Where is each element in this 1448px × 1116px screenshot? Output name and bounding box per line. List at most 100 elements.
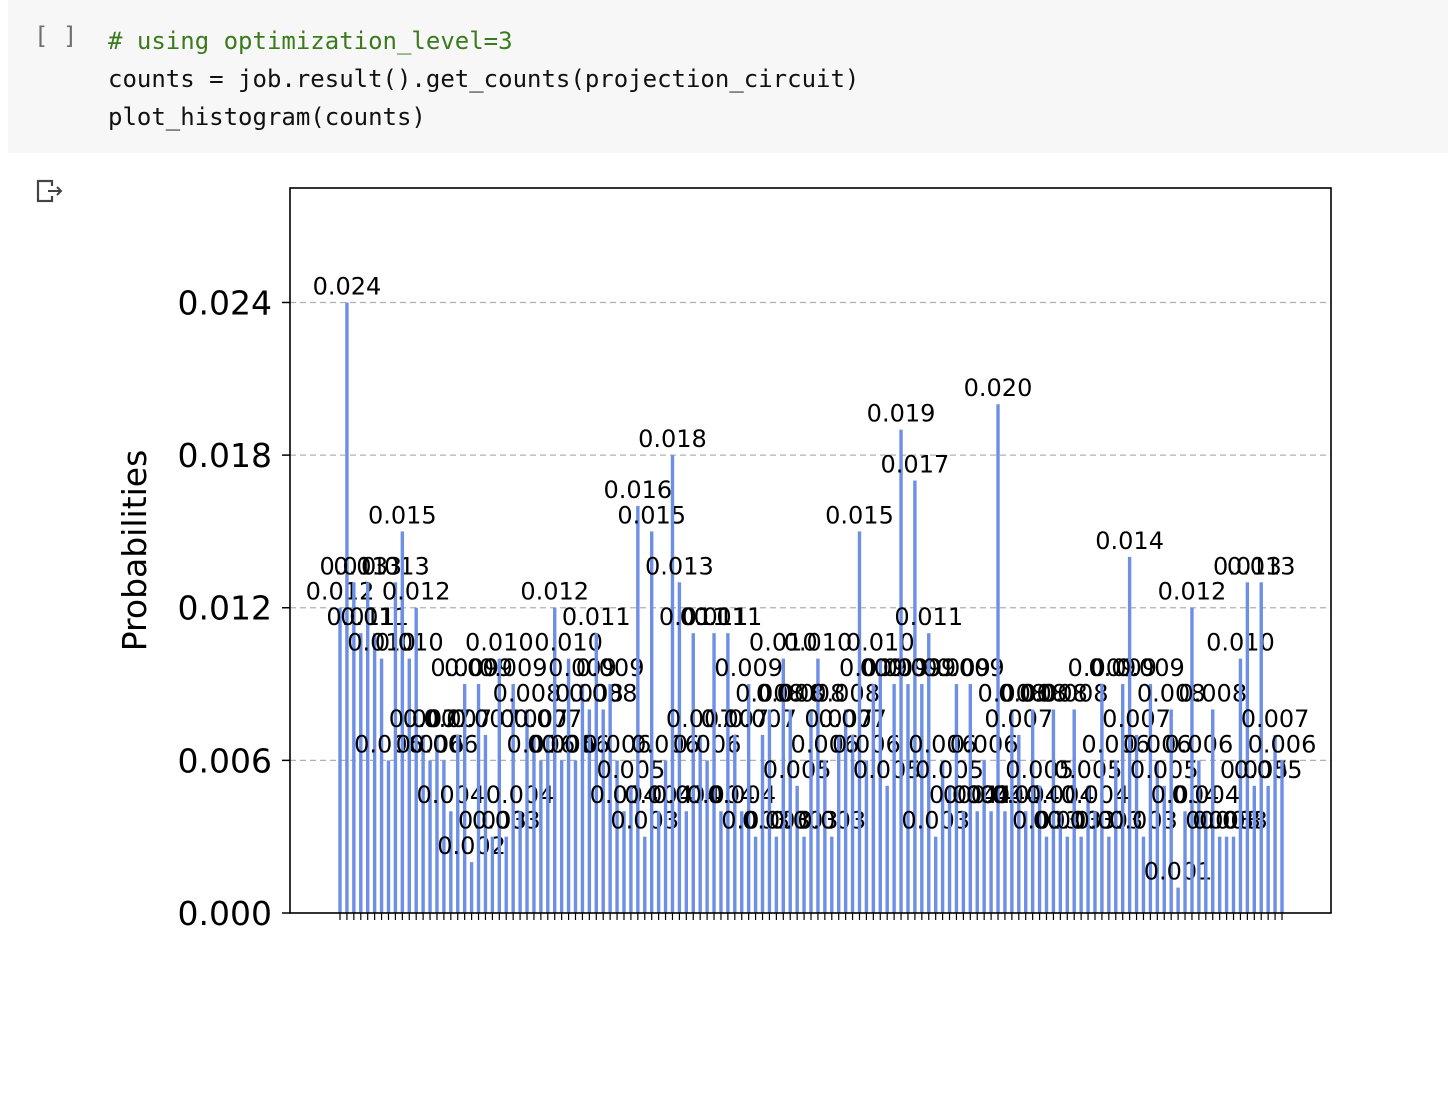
- bar-value-label: 0.015: [368, 501, 437, 529]
- bar-value-label: 0.003: [1074, 807, 1143, 835]
- bar-value-label: 0.011: [680, 603, 749, 631]
- bar-value-label: 0.009: [936, 654, 1005, 682]
- histogram-bar: [338, 607, 342, 913]
- histogram-bar: [483, 734, 488, 913]
- bar-value-label: 0.011: [562, 603, 631, 631]
- bar-value-label: 0.008: [1019, 679, 1088, 707]
- bar-value-label: 0.001: [1144, 858, 1213, 886]
- histogram-bar: [1120, 684, 1125, 913]
- bar-value-label: 0.003: [1033, 807, 1102, 835]
- bar-value-label: 0.013: [361, 552, 430, 580]
- histogram-bar: [1280, 760, 1284, 913]
- bar-value-label: 0.019: [867, 400, 936, 428]
- histogram-bar: [947, 785, 952, 913]
- histogram-bar: [1197, 760, 1201, 913]
- output-arrow-icon[interactable]: [36, 178, 66, 206]
- histogram-bar: [1169, 709, 1173, 913]
- bar-value-label: 0.009: [576, 654, 645, 682]
- bar-value-label: 0.010: [1206, 629, 1275, 657]
- bar-value-label: 0.014: [1095, 527, 1164, 555]
- histogram-bar: [816, 658, 820, 913]
- histogram-bar: [649, 531, 654, 913]
- bar-value-label: 0.017: [881, 451, 950, 479]
- bar-value-label: 0.005: [915, 756, 984, 784]
- bar-value-label: 0.008: [735, 679, 804, 707]
- bar-value-label: 0.009: [887, 654, 956, 682]
- histogram-bar: [1211, 709, 1215, 913]
- bar-value-label: 0.011: [340, 603, 409, 631]
- y-axis-label: Probabilities: [115, 450, 154, 652]
- histogram-bar: [795, 785, 799, 913]
- histogram-bar: [345, 302, 349, 913]
- bar-value-label: 0.006: [541, 730, 610, 758]
- histogram-bar: [1273, 734, 1277, 913]
- histogram-bar: [954, 684, 959, 913]
- bar-value-label: 0.011: [326, 603, 395, 631]
- histogram-bar: [788, 709, 792, 913]
- histogram-bar: [781, 658, 785, 913]
- bar-value-label: 0.003: [1199, 807, 1268, 835]
- histogram-bar: [462, 684, 467, 913]
- bar-value-label: 0.012: [1158, 578, 1227, 606]
- y-tick-label: 0.018: [178, 436, 272, 475]
- histogram-bar: [850, 734, 855, 913]
- code-editor[interactable]: # using optimization_level=3 counts = job…: [108, 22, 859, 136]
- histogram-bar: [518, 811, 522, 913]
- histogram-bar: [961, 811, 966, 913]
- histogram-bar: [608, 684, 612, 913]
- bar-value-label: 0.007: [500, 705, 569, 733]
- bar-value-label: 0.003: [742, 807, 811, 835]
- histogram-bar: [1079, 836, 1083, 913]
- code-cell[interactable]: [ ] # using optimization_level=3 counts =…: [8, 0, 1448, 153]
- histogram-bar: [1093, 811, 1097, 913]
- histogram-bar: [1086, 785, 1090, 913]
- histogram-bar: [525, 709, 529, 913]
- histogram-bar: [566, 658, 571, 913]
- histogram-bar: [933, 836, 938, 913]
- bar-value-label: 0.002: [437, 832, 506, 860]
- bar-value-label: 0.007: [1102, 705, 1171, 733]
- bar-value-label: 0.004: [991, 781, 1060, 809]
- histogram-bar: [1058, 811, 1063, 913]
- histogram-bar: [809, 709, 813, 913]
- histogram-bar: [719, 811, 723, 913]
- histogram-bar: [400, 531, 405, 913]
- histogram-bar: [677, 582, 682, 913]
- bar-value-label: 0.011: [659, 603, 728, 631]
- bar-value-label: 0.007: [818, 705, 887, 733]
- histogram-bar: [906, 684, 910, 913]
- histogram-bar: [1024, 811, 1028, 913]
- code-line-plot: plot_histogram(counts): [108, 103, 426, 131]
- bar-value-label: 0.005: [1005, 756, 1074, 784]
- histogram-bar: [359, 633, 363, 913]
- bar-value-label: 0.009: [430, 654, 499, 682]
- cell-prompt[interactable]: [ ]: [34, 22, 78, 50]
- bar-value-label: 0.015: [617, 501, 686, 529]
- bar-value-label: 0.006: [410, 730, 479, 758]
- histogram-bar: [407, 658, 411, 913]
- bar-value-label: 0.007: [700, 705, 769, 733]
- bar-value-label: 0.016: [603, 476, 672, 504]
- histogram-bar: [892, 684, 896, 913]
- bar-value-label: 0.004: [1151, 781, 1220, 809]
- bar-value-label: 0.007: [403, 705, 472, 733]
- histogram-bar: [753, 836, 758, 913]
- bar-value-label: 0.012: [382, 578, 451, 606]
- bar-value-label: 0.011: [894, 603, 963, 631]
- histogram-bar: [927, 633, 931, 913]
- bar-value-label: 0.006: [1081, 730, 1150, 758]
- histogram-bar: [1072, 709, 1076, 913]
- histogram-bar: [414, 607, 418, 913]
- bar-value-label: 0.003: [1012, 807, 1081, 835]
- histogram-bar: [726, 633, 730, 913]
- bar-value-label: 0.008: [777, 679, 846, 707]
- bar-value-label: 0.006: [354, 730, 423, 758]
- histogram-bar: [1217, 836, 1222, 913]
- histogram-bar: [573, 760, 578, 913]
- histogram-bar: [746, 684, 751, 913]
- bar-value-label: 0.003: [1185, 807, 1254, 835]
- bar-value-label: 0.003: [1047, 807, 1116, 835]
- histogram-bar: [1204, 811, 1208, 913]
- histogram-bar: [532, 734, 536, 913]
- bar-value-label: 0.003: [901, 807, 970, 835]
